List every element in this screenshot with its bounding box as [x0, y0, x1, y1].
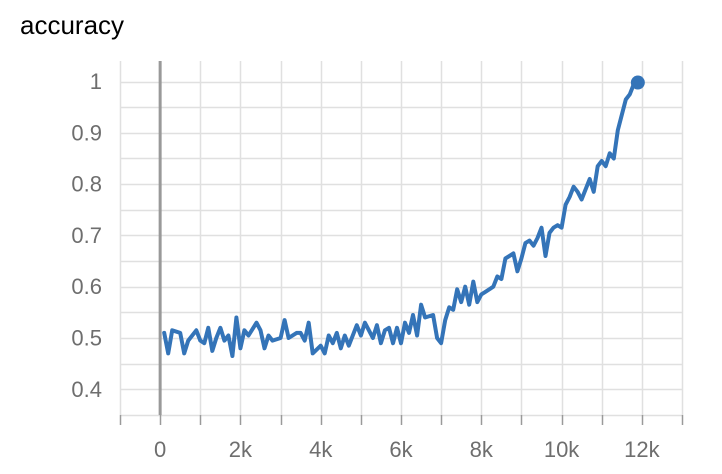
y-tick-label: 0.8 [71, 172, 102, 197]
x-tick-label: 10k [544, 437, 580, 462]
y-tick-label: 0.9 [71, 120, 102, 145]
x-tick-label: 12k [624, 437, 660, 462]
y-tick-label: 0.5 [71, 326, 102, 351]
x-tick-label: 4k [309, 437, 333, 462]
series-layer [162, 75, 645, 358]
series-line [162, 80, 640, 358]
x-tick-label: 2k [229, 437, 253, 462]
y-tick-label: 1 [90, 69, 102, 94]
chart-title: accuracy [20, 10, 125, 40]
last-point-marker [630, 75, 645, 90]
y-tick-label: 0.6 [71, 274, 102, 299]
x-tick-label: 6k [389, 437, 413, 462]
x-tick-label: 0 [154, 437, 166, 462]
y-tick-label: 0.7 [71, 223, 102, 248]
y-tick-label: 0.4 [71, 377, 102, 402]
x-tick-label: 8k [470, 437, 494, 462]
axis-layer [119, 61, 684, 425]
tick-label-layer: 0.4 0.5 0.6 0.7 0.8 0.9 1 0 2k 4k 6k 8k 10k 12k [71, 69, 660, 462]
grid-layer [119, 61, 684, 417]
